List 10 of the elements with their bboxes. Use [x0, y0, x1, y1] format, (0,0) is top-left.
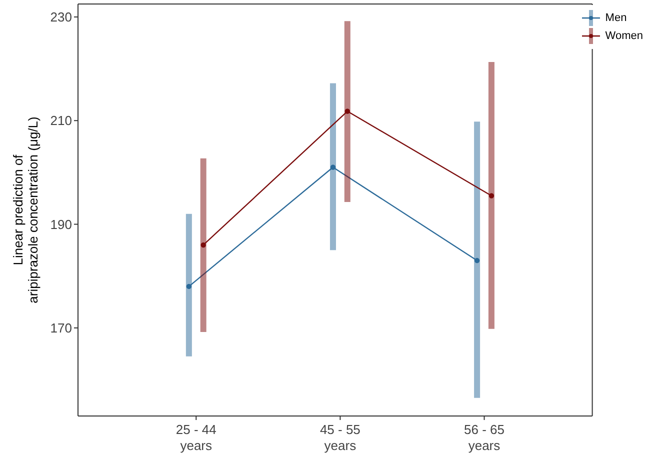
x-tick-label: 45 - 55 years — [320, 422, 360, 453]
legend-label: Women — [605, 30, 643, 42]
legend-label: Men — [605, 12, 627, 24]
y-tick-label: 210 — [50, 113, 72, 128]
x-tick-label: 25 - 44 years — [176, 422, 216, 453]
x-tick-label: 56 - 65 years — [464, 422, 504, 453]
y-axis-title: Linear prediction of aripiprazole concentration (μg/L) — [10, 116, 40, 304]
y-tick-label: 170 — [50, 320, 72, 336]
y-tick-label: 230 — [50, 10, 72, 25]
y-tick-label: 190 — [50, 216, 72, 232]
